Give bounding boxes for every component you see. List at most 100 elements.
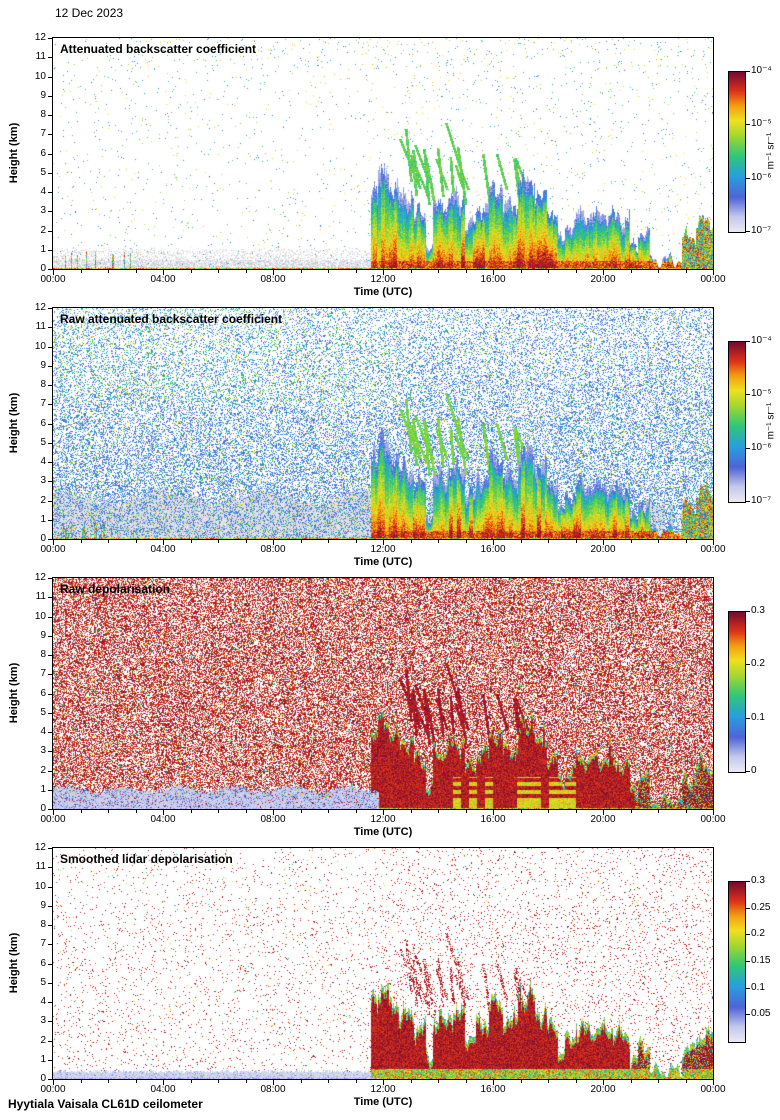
x-tick-mark [245, 540, 247, 543]
y-tick-mark [48, 38, 52, 39]
x-axis-label: Time (UTC) [353, 1096, 413, 1108]
colorbar-tick-label: 0.15 [751, 955, 771, 966]
y-tick-mark [48, 789, 52, 791]
y-tick-label: 8 [40, 649, 46, 660]
x-tick-label: 00:00 [700, 1084, 726, 1095]
x-tick-mark [685, 270, 687, 273]
x-tick-label: 00:00 [700, 544, 726, 555]
colorbar-tick-mark [746, 934, 750, 936]
y-tick-label: 10 [34, 70, 46, 82]
colorbar-tick-mark [746, 177, 750, 179]
colorbar-unit-label: m⁻¹ sr⁻¹ [765, 132, 777, 170]
x-tick-mark [685, 1080, 687, 1083]
y-tick-mark [48, 925, 52, 926]
x-tick-label: 20:00 [590, 274, 616, 285]
x-tick-mark [493, 810, 494, 815]
x-tick-mark [713, 810, 714, 815]
plot-area: Smoothed lidar depolarisation [52, 847, 714, 1080]
y-tick-mark [48, 848, 52, 849]
y-tick-mark [48, 481, 52, 483]
y-tick-mark [48, 249, 52, 251]
x-tick-mark [163, 1080, 164, 1085]
plot-area: Raw attenuated backscatter coefficient [52, 307, 714, 540]
x-tick-mark [575, 270, 577, 273]
y-tick-label: 8 [40, 379, 46, 390]
heatmap-canvas [53, 578, 713, 809]
x-tick-mark [80, 1080, 82, 1083]
x-tick-mark [53, 270, 54, 275]
y-tick-mark [48, 423, 52, 425]
x-tick-label: 00:00 [40, 814, 66, 825]
y-tick-label: 0 [40, 803, 46, 814]
colorbar-tick-label: 10⁻⁷ [751, 495, 772, 506]
colorbar-gradient [729, 72, 745, 232]
y-tick-label: 6 [40, 147, 46, 159]
y-tick-mark [48, 770, 52, 772]
y-tick-label: 9 [40, 359, 46, 371]
y-tick-mark [48, 1040, 52, 1042]
x-tick-label: 20:00 [590, 544, 616, 555]
y-tick-label: 0 [40, 263, 46, 274]
x-tick-label: 20:00 [590, 814, 616, 825]
y-tick-mark [48, 1079, 52, 1080]
x-tick-label: 00:00 [40, 1084, 66, 1095]
y-tick-label: 2 [40, 1034, 46, 1046]
y-tick-mark [48, 1002, 52, 1003]
colorbar-tick-mark [746, 394, 750, 396]
y-tick-mark [48, 308, 52, 309]
y-tick-label: 1 [40, 243, 46, 255]
y-tick-label: 9 [40, 629, 46, 641]
x-tick-mark [328, 1080, 329, 1083]
plot-title: Smoothed lidar depolarisation [60, 852, 233, 866]
colorbar-tick-mark [746, 501, 750, 502]
x-axis-label: Time (UTC) [353, 826, 413, 838]
colorbar-tick-label: 0.25 [751, 901, 771, 913]
y-tick-label: 10 [34, 880, 46, 892]
colorbar-tick-mark [746, 717, 750, 719]
y-tick-mark [48, 172, 52, 174]
y-tick-label: 5 [40, 166, 46, 178]
y-tick-mark [48, 963, 52, 965]
y-tick-mark [48, 519, 52, 521]
x-tick-label: 12:00 [370, 1084, 396, 1095]
colorbar-tick-mark [746, 664, 750, 666]
x-tick-mark [630, 270, 632, 273]
y-tick-mark [48, 76, 52, 78]
colorbar-tick-mark [746, 1014, 750, 1016]
y-tick-label: 6 [40, 687, 46, 699]
x-tick-mark [190, 270, 192, 273]
x-tick-mark [603, 810, 604, 815]
x-tick-label: 16:00 [480, 814, 506, 825]
x-tick-mark [603, 270, 604, 275]
panel-smoothed-depolarisation: Height (km) Smoothed lidar depolarisatio… [0, 842, 780, 1117]
x-tick-label: 00:00 [40, 544, 66, 555]
y-tick-mark [48, 693, 52, 695]
colorbar-gradient [729, 612, 745, 772]
y-tick-mark [48, 886, 52, 888]
x-tick-mark [603, 1080, 604, 1085]
heatmap-canvas [53, 308, 713, 539]
x-tick-mark [53, 1080, 54, 1085]
y-tick-mark [48, 1021, 52, 1023]
x-tick-label: 00:00 [40, 274, 66, 285]
y-tick-label: 1 [40, 513, 46, 525]
x-tick-mark [575, 1080, 577, 1083]
x-tick-mark [300, 540, 302, 543]
colorbar-tick-label: 10⁻⁶ [751, 171, 772, 183]
y-tick-mark [48, 115, 52, 116]
colorbar [728, 611, 746, 773]
y-tick-label: 12 [34, 302, 46, 313]
x-tick-mark [685, 810, 687, 813]
x-tick-mark [410, 540, 412, 543]
y-tick-mark [48, 404, 52, 406]
panel-attenuated-backscatter: Height (km) Attenuated backscatter coeff… [0, 32, 780, 307]
x-tick-mark [53, 540, 54, 545]
y-tick-label: 2 [40, 224, 46, 236]
x-tick-mark [630, 810, 632, 813]
x-tick-label: 04:00 [150, 814, 176, 825]
colorbar-gradient [729, 342, 745, 502]
y-tick-mark [48, 462, 52, 463]
colorbar-tick-mark [746, 71, 750, 72]
colorbar-tick-label: 0.3 [751, 605, 765, 616]
x-tick-mark [163, 810, 164, 815]
